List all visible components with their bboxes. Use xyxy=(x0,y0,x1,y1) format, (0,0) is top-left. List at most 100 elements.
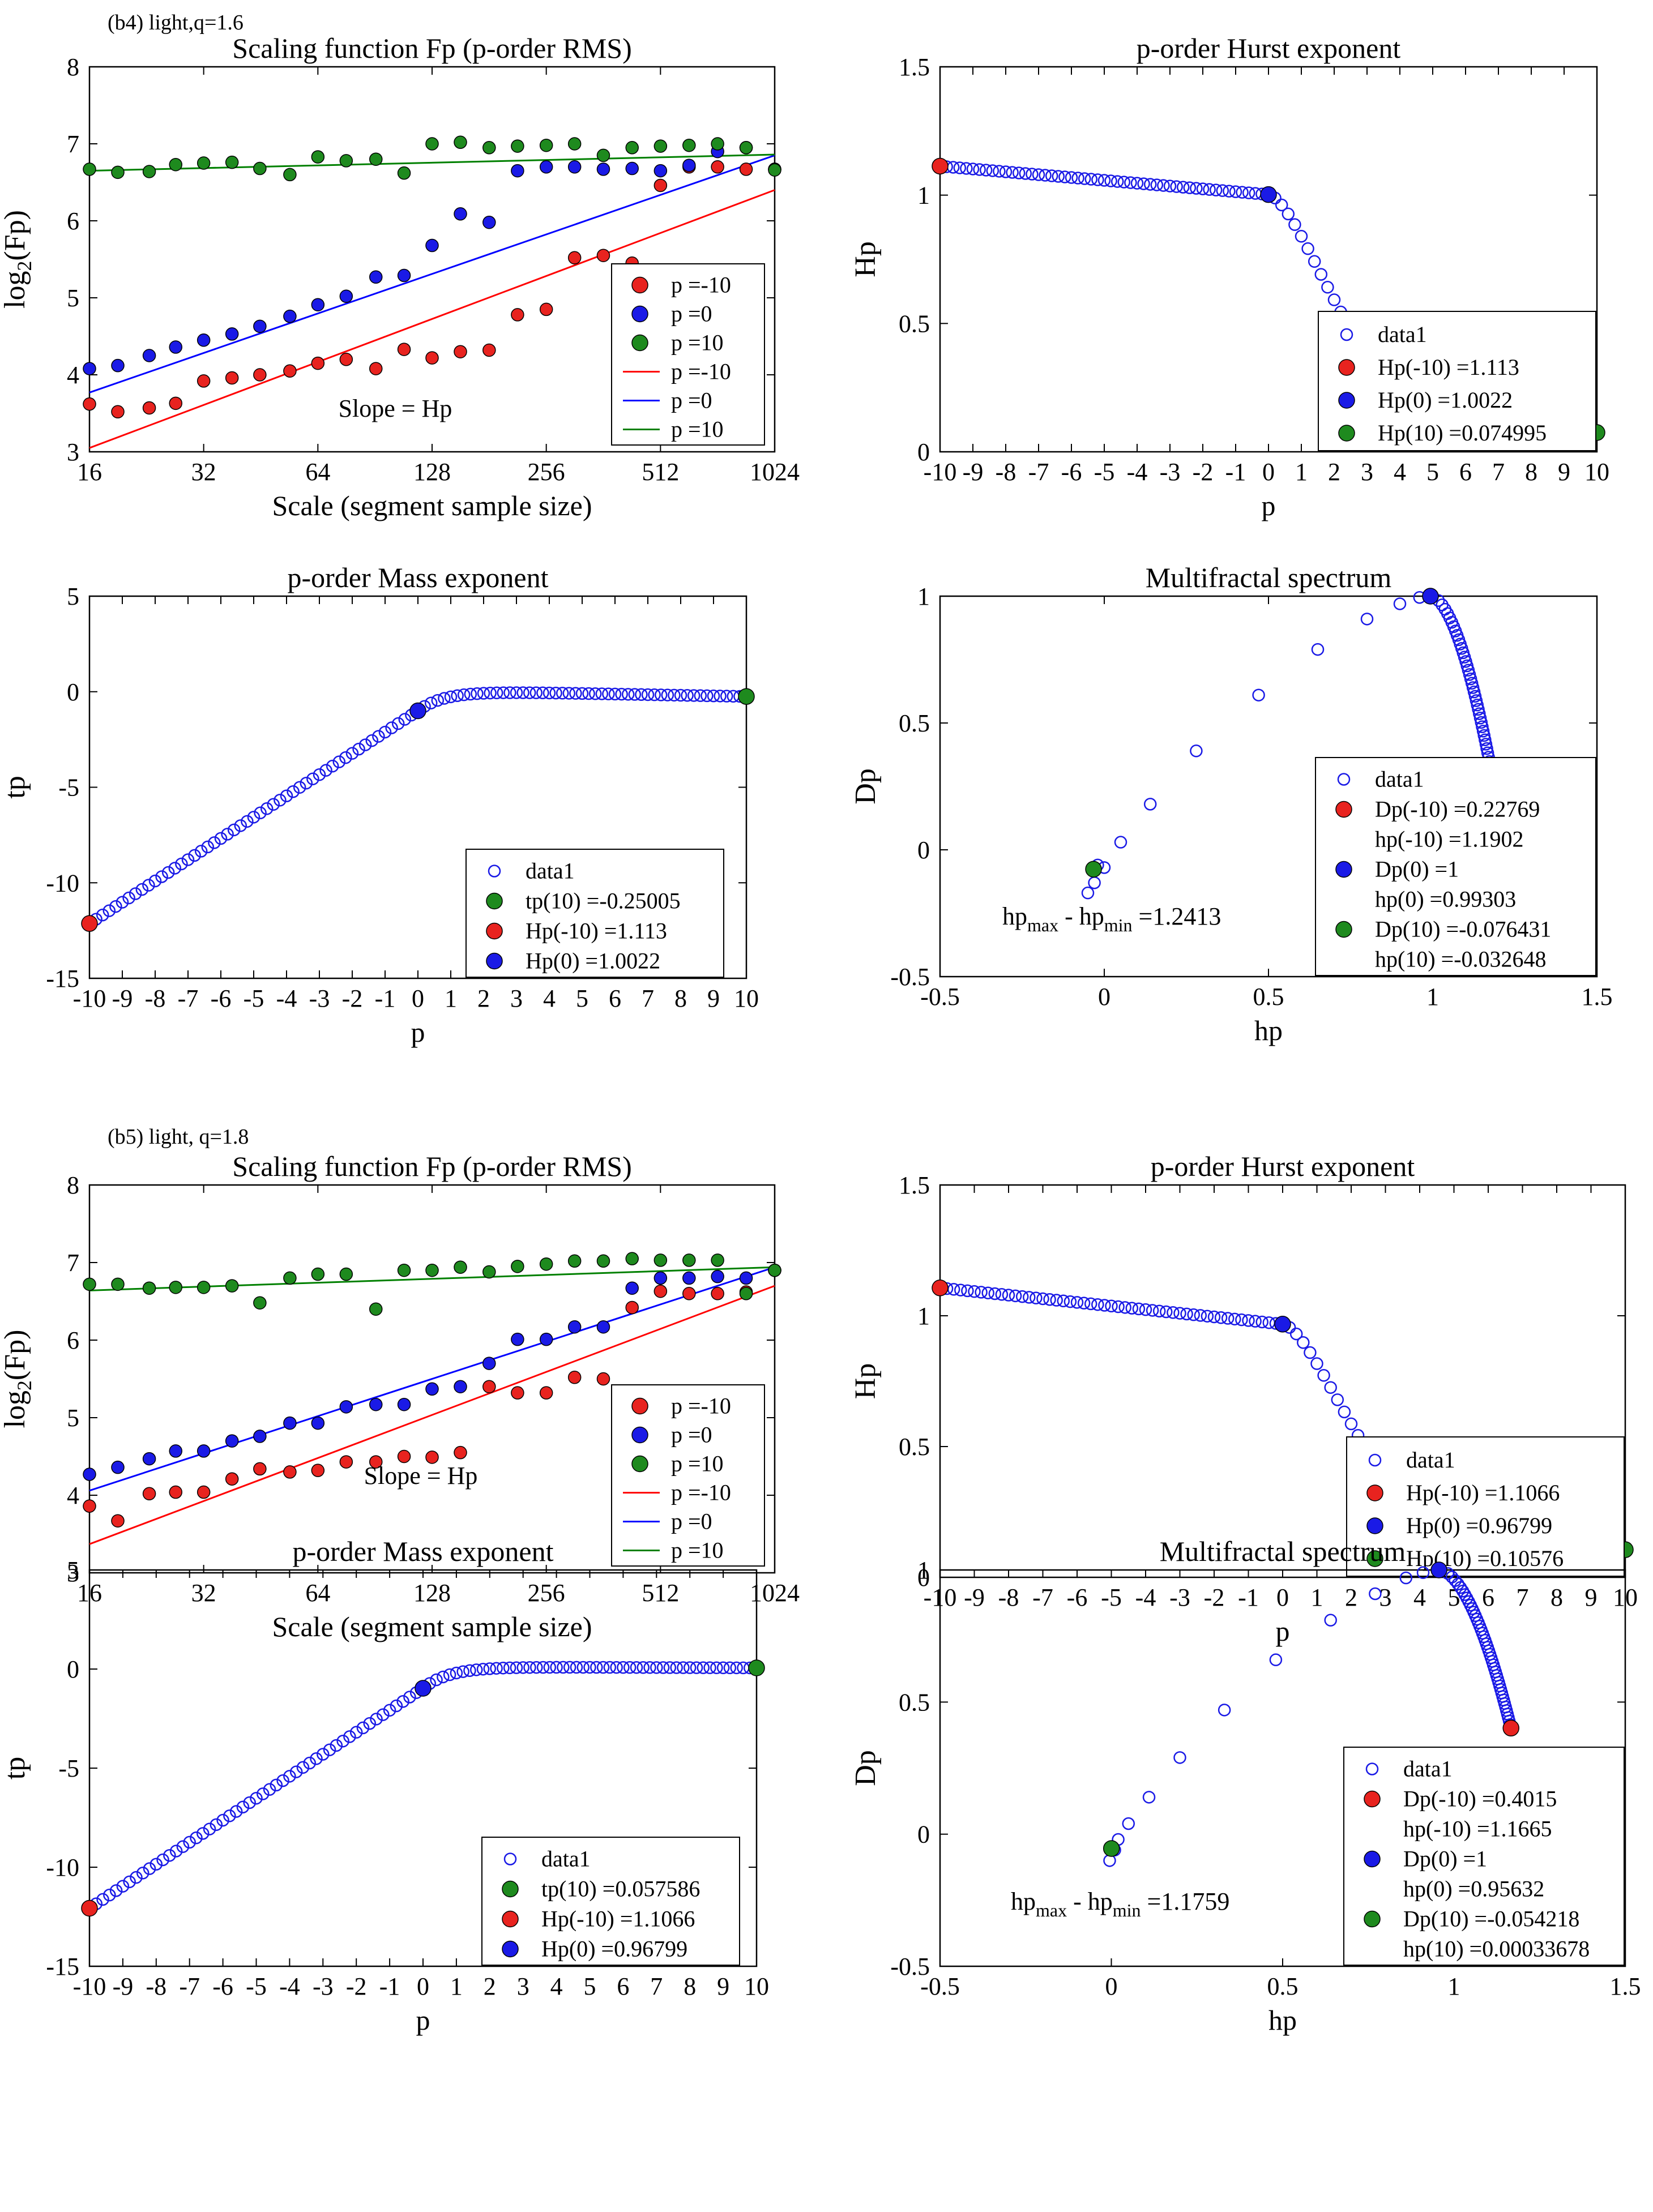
data-point xyxy=(339,289,353,303)
data1-point xyxy=(497,686,510,699)
x-tick-label: 0 xyxy=(1276,1584,1289,1611)
data-point xyxy=(768,1263,781,1277)
data1-point xyxy=(1369,1587,1382,1601)
data-point xyxy=(511,1386,524,1400)
data1-point xyxy=(720,690,733,703)
data1-point xyxy=(1360,613,1374,626)
data-point xyxy=(539,138,553,152)
x-tick-label: 3 xyxy=(510,985,523,1012)
data-point xyxy=(511,1332,524,1346)
legend-box xyxy=(1346,1436,1625,1577)
data1-point xyxy=(1173,1751,1186,1764)
data-point xyxy=(339,1267,353,1281)
data1-point xyxy=(243,1796,256,1809)
legend-marker xyxy=(486,922,503,940)
data1-point xyxy=(590,1661,603,1674)
x-tick-label: -6 xyxy=(211,985,232,1012)
data1-point xyxy=(1142,1791,1156,1804)
data1-point xyxy=(103,1888,116,1902)
y-tick-label: 0 xyxy=(917,836,930,864)
data-point xyxy=(625,161,639,176)
data-point xyxy=(682,1271,696,1285)
legend-marker xyxy=(1366,1484,1383,1501)
y-tick-label: 0 xyxy=(917,438,930,466)
data-point xyxy=(539,1386,553,1400)
chart-title: Scaling function Fp (p-order RMS) xyxy=(232,1150,631,1182)
data1-point xyxy=(570,1661,583,1674)
data-point xyxy=(83,1277,96,1291)
y-axis-label: Hp xyxy=(849,241,882,277)
data-point xyxy=(397,1397,411,1411)
data1-point xyxy=(270,1778,283,1792)
data-point xyxy=(539,160,553,174)
x-tick-label: -3 xyxy=(313,1973,334,2000)
data1-point xyxy=(1084,1297,1097,1311)
data1-point xyxy=(109,900,122,913)
data1-point xyxy=(1308,255,1321,268)
x-tick-label: 9 xyxy=(1558,458,1570,486)
data1-point xyxy=(1019,167,1032,180)
data1-point xyxy=(471,687,484,700)
data-point xyxy=(711,1287,724,1300)
x-tick-label: 1.5 xyxy=(1582,983,1613,1011)
data1-point xyxy=(490,686,503,700)
x-tick-label: -2 xyxy=(1204,1584,1225,1611)
data1-point xyxy=(1228,1312,1241,1326)
highlight-point xyxy=(1422,588,1439,605)
range-annotation: hpmax - hpmin =1.2413 xyxy=(1002,902,1221,935)
data1-point xyxy=(317,1748,330,1761)
data-point xyxy=(454,207,467,221)
data-point xyxy=(369,362,383,375)
data-point xyxy=(111,165,125,179)
legend-entry: p =-10 xyxy=(671,272,731,298)
y-tick-label: -5 xyxy=(58,774,79,802)
legend-entry: Hp(-10) =1.1066 xyxy=(1406,1480,1560,1505)
data1-point xyxy=(438,692,451,705)
data-point xyxy=(111,1514,125,1528)
data1-point xyxy=(221,828,234,841)
x-tick-label: -10 xyxy=(73,985,106,1012)
data1-point xyxy=(1146,1304,1159,1317)
legend-entry: data1 xyxy=(1375,767,1424,792)
x-tick-label: 1 xyxy=(1295,458,1308,486)
data-point xyxy=(454,345,467,358)
y-tick-label: 5 xyxy=(67,583,79,610)
data1-point xyxy=(603,1661,617,1674)
data1-point xyxy=(608,687,622,701)
data1-point xyxy=(313,768,326,781)
data-point xyxy=(225,327,239,341)
legend-entry: p =-10 xyxy=(671,1480,731,1505)
x-tick-label: 6 xyxy=(617,1973,629,2000)
data1-point xyxy=(716,1661,730,1675)
x-tick-label: 256 xyxy=(528,1579,565,1607)
data-point xyxy=(169,1281,182,1294)
legend-entry: Hp(10) =0.10576 xyxy=(1406,1546,1564,1571)
data1-point xyxy=(96,908,109,922)
data1-point xyxy=(451,689,464,702)
range-annotation: hpmax - hpmin =1.1759 xyxy=(1011,1888,1229,1920)
x-axis-label: hp xyxy=(1254,1015,1283,1046)
x-tick-label: 128 xyxy=(413,1579,451,1607)
data-point xyxy=(682,159,696,172)
data1-point xyxy=(583,1661,596,1674)
data-point xyxy=(369,1397,383,1411)
highlight-point xyxy=(81,915,98,932)
data1-point xyxy=(1125,1302,1139,1315)
data1-point xyxy=(161,866,175,879)
data1-point xyxy=(1275,198,1288,212)
y-tick-label: 0.5 xyxy=(899,709,930,737)
data1-point xyxy=(681,688,694,702)
data1-point xyxy=(1122,1817,1135,1830)
data-point xyxy=(739,1287,753,1300)
data1-point xyxy=(1152,1304,1166,1317)
data-point xyxy=(169,157,182,172)
chart-b4-scaling: Scaling function Fp (p-order RMS)16 32 64 1… xyxy=(0,32,800,521)
legend-entry: p =0 xyxy=(671,388,712,413)
data1-point xyxy=(358,738,372,751)
data-point xyxy=(311,356,325,370)
highlight-point xyxy=(1260,186,1277,203)
data1-point xyxy=(1130,177,1144,190)
data-point xyxy=(425,351,439,365)
x-axis-label: hp xyxy=(1268,2004,1297,2036)
